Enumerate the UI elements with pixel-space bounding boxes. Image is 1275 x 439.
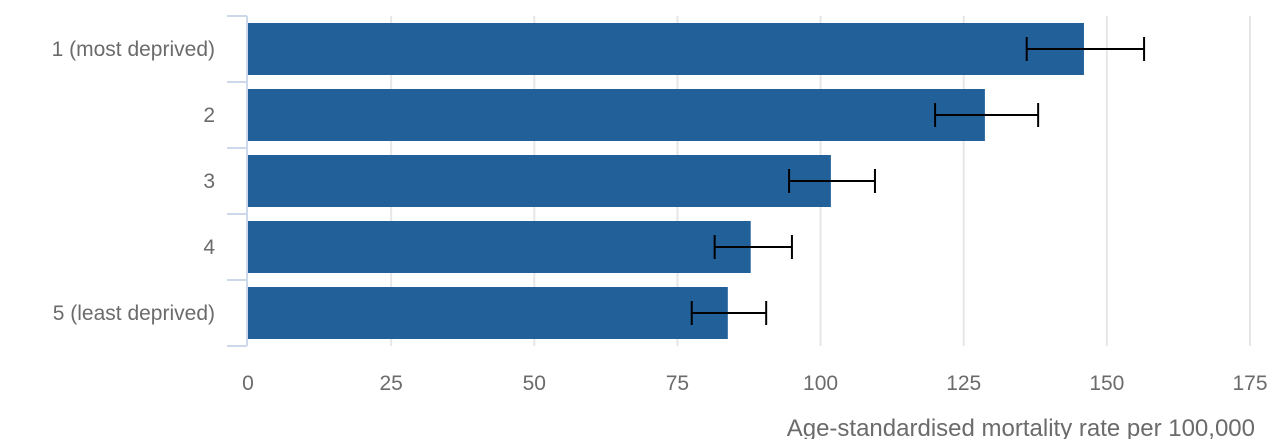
x-tick-label-0: 0 [242,372,254,395]
x-tick-label-75: 75 [666,372,689,395]
error-bar-2 [934,103,1040,127]
x-axis-title: Age-standardised mortality rate per 100,… [787,415,1255,439]
error-bar-3 [788,169,876,193]
category-label-4: 4 [203,236,215,259]
category-axis [227,15,248,347]
bar-1 [248,23,1084,75]
bar-5 [248,287,728,339]
bar-3 [248,155,831,207]
x-tick-label-125: 125 [946,372,981,395]
x-tick-label-175: 175 [1232,372,1267,395]
error-bar-4 [713,235,793,259]
bar-2 [248,89,985,141]
bars [248,23,1084,339]
x-tick-label-150: 150 [1089,372,1124,395]
category-label-2: 2 [203,104,215,127]
category-label-1: 1 (most deprived) [52,38,215,61]
error-bars [690,37,1146,325]
category-label-5: 5 (least deprived) [53,302,215,325]
x-tick-label-50: 50 [523,372,546,395]
x-tick-label-25: 25 [379,372,402,395]
category-labels: 1 (most deprived) 2 3 4 5 (least deprived) [52,38,216,325]
category-label-3: 3 [203,170,215,193]
error-bar-1 [1025,37,1146,61]
error-bar-5 [690,301,768,325]
x-tick-label-100: 100 [803,372,838,395]
x-axis-ticks: 0 25 50 75 100 125 150 175 [242,372,1267,395]
bar-4 [248,221,751,273]
